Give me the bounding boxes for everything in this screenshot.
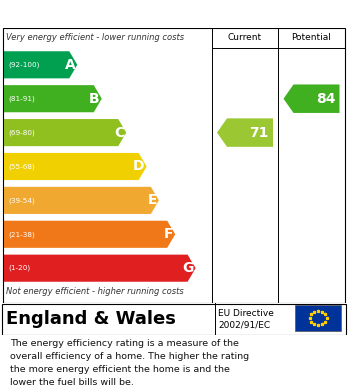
Text: A: A [64, 58, 75, 72]
Text: G: G [182, 261, 193, 275]
Text: England & Wales: England & Wales [6, 310, 176, 328]
Text: Current: Current [228, 33, 262, 43]
Polygon shape [217, 118, 273, 147]
Text: EU Directive: EU Directive [218, 308, 274, 317]
Text: 84: 84 [316, 92, 335, 106]
Polygon shape [284, 84, 340, 113]
Text: 71: 71 [250, 126, 269, 140]
Polygon shape [4, 153, 147, 180]
Text: (55-68): (55-68) [8, 163, 35, 170]
Text: (69-80): (69-80) [8, 129, 35, 136]
Polygon shape [4, 255, 196, 282]
Text: (39-54): (39-54) [8, 197, 35, 204]
Polygon shape [4, 51, 77, 78]
Text: F: F [164, 227, 173, 241]
Text: (92-100): (92-100) [8, 61, 39, 68]
Text: Energy Efficiency Rating: Energy Efficiency Rating [10, 7, 232, 22]
Polygon shape [4, 187, 159, 214]
Polygon shape [4, 85, 102, 112]
Text: D: D [133, 160, 145, 174]
Text: (21-38): (21-38) [8, 231, 35, 238]
Text: The energy efficiency rating is a measure of the
overall efficiency of a home. T: The energy efficiency rating is a measur… [10, 339, 250, 387]
Polygon shape [4, 119, 126, 146]
Text: (1-20): (1-20) [8, 265, 30, 271]
Text: E: E [148, 194, 157, 207]
Text: Potential: Potential [292, 33, 331, 43]
Text: B: B [89, 92, 100, 106]
Text: (81-91): (81-91) [8, 95, 35, 102]
Text: 2002/91/EC: 2002/91/EC [218, 321, 270, 330]
Text: C: C [114, 126, 124, 140]
Bar [295, 305, 341, 331]
Text: Not energy efficient - higher running costs: Not energy efficient - higher running co… [6, 287, 184, 296]
Polygon shape [4, 221, 175, 248]
Text: Very energy efficient - lower running costs: Very energy efficient - lower running co… [6, 33, 184, 42]
